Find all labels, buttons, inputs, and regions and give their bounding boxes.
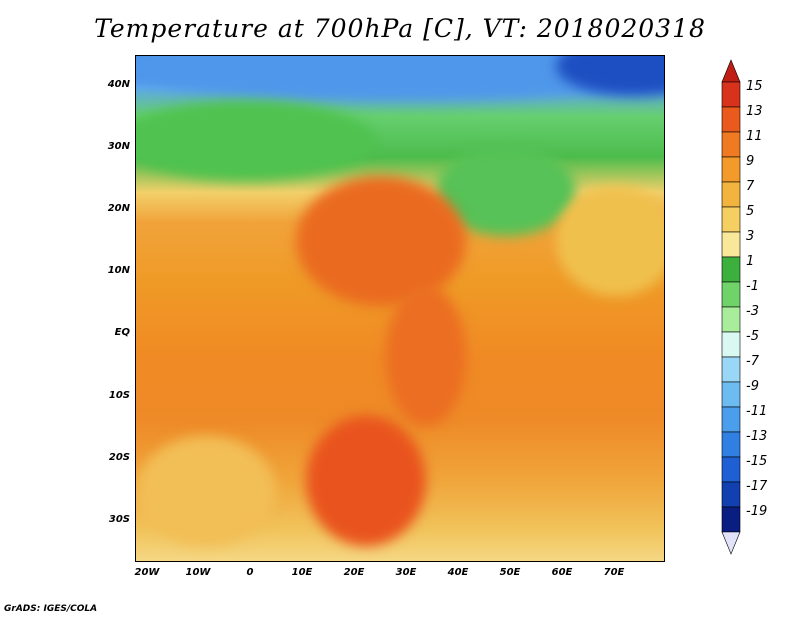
colorbar-label: -15 bbox=[746, 454, 768, 469]
colorbar-label: 7 bbox=[746, 179, 755, 194]
lon-label-20w: 20W bbox=[134, 567, 160, 578]
lon-label-40e: 40E bbox=[447, 567, 469, 578]
colorbar-label: -3 bbox=[746, 304, 759, 319]
colorbar-label: -13 bbox=[746, 429, 768, 444]
lon-label-10w: 10W bbox=[185, 567, 211, 578]
colorbar-label: -11 bbox=[746, 404, 768, 419]
colorbar-segment bbox=[721, 81, 741, 108]
colorbar-label: -19 bbox=[746, 504, 768, 519]
colorbar-label: 3 bbox=[746, 229, 755, 244]
lat-label-20s: 20S bbox=[108, 452, 130, 463]
colorbar bbox=[721, 59, 741, 555]
colorbar-segment bbox=[721, 306, 741, 333]
shade-southern-africa bbox=[306, 416, 426, 546]
shade-india-yellow bbox=[556, 186, 664, 296]
colorbar-segment bbox=[721, 406, 741, 433]
lon-label-50e: 50E bbox=[499, 567, 521, 578]
lon-label-10e: 10E bbox=[291, 567, 313, 578]
colorbar-segment bbox=[721, 456, 741, 483]
colorbar-segment bbox=[721, 381, 741, 408]
colorbar-segment bbox=[721, 331, 741, 358]
shade-green-band bbox=[136, 101, 376, 181]
colorbar-label: -17 bbox=[746, 479, 768, 494]
lat-label-40n: 40N bbox=[107, 79, 130, 90]
colorbar-label: 15 bbox=[746, 79, 763, 94]
colorbar-segment bbox=[721, 231, 741, 258]
lat-label-eq: EQ bbox=[114, 327, 130, 338]
colorbar-label: -9 bbox=[746, 379, 759, 394]
colorbar-top-arrow bbox=[721, 59, 741, 83]
colorbar-segment bbox=[721, 131, 741, 158]
colorbar-bottom-arrow bbox=[721, 531, 741, 555]
colorbar-label: 11 bbox=[746, 129, 763, 144]
colorbar-label: -5 bbox=[746, 329, 759, 344]
lon-label-0: 0 bbox=[246, 567, 254, 578]
colorbar-label: -1 bbox=[746, 279, 759, 294]
lon-label-20e: 20E bbox=[343, 567, 365, 578]
lat-label-30n: 30N bbox=[107, 141, 130, 152]
colorbar-label: 1 bbox=[746, 254, 755, 269]
lon-label-70e: 70E bbox=[603, 567, 625, 578]
chart-title: Temperature at 700hPa [C], VT: 201802031… bbox=[94, 14, 706, 43]
colorbar-segment bbox=[721, 106, 741, 133]
colorbar-label: -7 bbox=[746, 354, 759, 369]
colorbar-segment bbox=[721, 481, 741, 508]
colorbar-segment bbox=[721, 156, 741, 183]
lon-label-60e: 60E bbox=[551, 567, 573, 578]
colorbar-segment bbox=[721, 281, 741, 308]
lon-label-30e: 30E bbox=[395, 567, 417, 578]
lat-label-20n: 20N bbox=[107, 203, 130, 214]
colorbar-label: 5 bbox=[746, 204, 755, 219]
temperature-map bbox=[135, 55, 665, 562]
lat-label-10s: 10S bbox=[108, 390, 130, 401]
colorbar-segment bbox=[721, 356, 741, 383]
shade-south-atlantic bbox=[136, 436, 276, 546]
colorbar-segment bbox=[721, 256, 741, 283]
colorbar-segment bbox=[721, 181, 741, 208]
colorbar-segment bbox=[721, 431, 741, 458]
grads-credit: GrADS: IGES/COLA bbox=[4, 604, 98, 614]
lat-label-10n: 10N bbox=[107, 265, 130, 276]
colorbar-segment bbox=[721, 206, 741, 233]
lat-label-30s: 30S bbox=[108, 514, 130, 525]
colorbar-segment bbox=[721, 506, 741, 533]
shade-sahara-warm bbox=[296, 176, 466, 306]
colorbar-label: 13 bbox=[746, 104, 763, 119]
colorbar-label: 9 bbox=[746, 154, 755, 169]
shade-east-africa bbox=[386, 286, 466, 426]
